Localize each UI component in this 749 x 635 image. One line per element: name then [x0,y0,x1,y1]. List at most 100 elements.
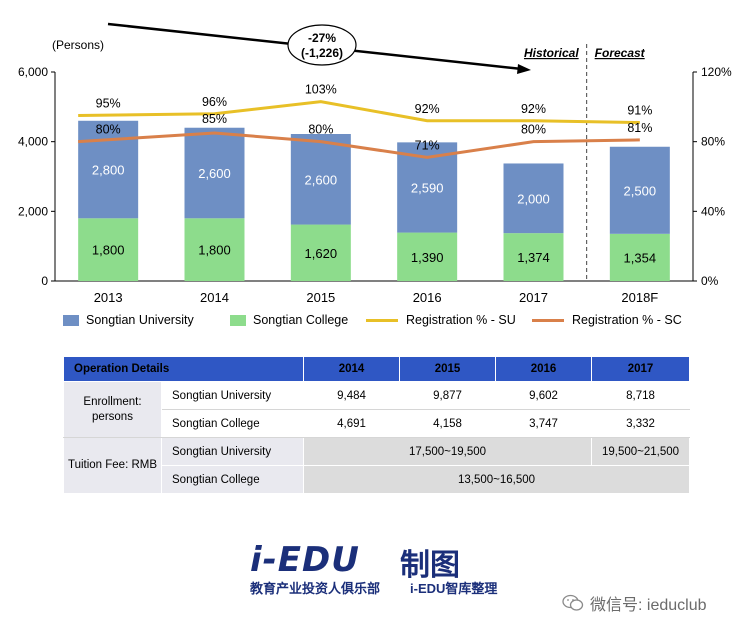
x-tick-label: 2016 [413,290,442,305]
wechat-icon [562,594,584,611]
table-cell: 3,332 [591,409,690,438]
table-header-2016: 2016 [495,356,592,382]
data-label-reg-su: 103% [305,83,337,97]
legend-label-sc: Songtian College [253,313,349,327]
table-row: Songtian College 13,500~16,500 [64,465,690,494]
bar-college [78,218,139,281]
bar-university [503,163,564,234]
bar-label-university: 2,600 [305,172,338,187]
annotation-bubble [287,24,357,66]
table-header-2015: 2015 [399,356,496,382]
table-header-2014: 2014 [303,356,400,382]
y-tick-label-left: 6,000 [18,65,48,79]
table-cell: 9,602 [495,381,592,410]
bar-university [184,127,245,219]
y-tick-label-left: 2,000 [18,204,48,218]
row-name: Songtian University [161,381,304,410]
y-unit-label: (Persons) [52,38,104,52]
y-tick-label-right: 120% [701,65,732,79]
enrollment-label: Enrollment: persons [63,381,162,438]
bar-label-college: 1,390 [411,250,444,265]
table-header-operation-details: Operation Details [63,356,304,382]
legend-swatch-su [63,314,79,326]
enrollment-label-line1: Enrollment: [83,395,142,408]
table-row: Tuition Fee: RMB Songtian University 17,… [63,437,690,494]
x-tick-label: 2013 [94,290,123,305]
legend-label-su: Songtian University [86,313,194,327]
bar-college [290,224,351,281]
bar-label-university: 2,590 [411,180,444,195]
bar-college [184,218,245,281]
logo-brand-cn: 制图 [400,548,460,583]
bar-label-college: 1,800 [92,243,125,258]
logo-subtitle-right: i-EDU智库整理 [410,581,498,596]
legend-item-reg-su: Registration % - SU [366,313,516,327]
legend-item-su: Songtian University [63,313,194,327]
label-forecast: Forecast [595,46,646,60]
legend-label-reg-sc: Registration % - SC [572,313,682,327]
data-label-reg-sc: 85% [202,112,227,126]
data-label-reg-sc: 80% [521,123,546,137]
table-cell: 3,747 [495,409,592,438]
chart: 0 2,000 4,000 6,000 0% 40% 80% 120% (Persons) 1,8… [18,22,732,305]
logo-subtitle-left: 教育产业投资人俱乐部 [250,581,381,596]
x-tick-label: 2017 [519,290,548,305]
enrollment-label-line2: persons [92,410,133,423]
table-cell: 9,877 [399,381,496,410]
table-cell: 19,500~21,500 [591,437,690,466]
annotation-line2: (-1,226) [301,46,343,60]
legend-item-sc: Songtian College [230,313,348,327]
y-tick-label-right: 80% [701,135,725,149]
table-cell: 13,500~16,500 [303,465,690,494]
data-label-reg-su: 96% [202,95,227,109]
bar-label-university: 2,800 [92,163,125,178]
i-edu-logo: i-EDU 制图 教育产业投资人俱乐部 i-EDU智库整理 [250,540,520,596]
y-tick-label-left: 0 [41,274,48,288]
bar-college [609,233,670,281]
y-tick-label-right: 40% [701,204,725,218]
bar-label-university: 2,600 [198,166,231,181]
bar-label-college: 1,620 [305,246,338,261]
tuition-label: Tuition Fee: RMB [63,437,162,494]
table-header-row: Operation Details 2014 2015 2016 2017 [63,356,690,382]
x-tick-label: 2014 [200,290,229,305]
y-tick-label-left: 4,000 [18,135,48,149]
legend: Songtian University Songtian College Reg… [60,313,740,333]
wechat-id: 微信号: ieduclub [562,591,707,615]
data-label-reg-sc: 81% [627,121,652,135]
legend-label-reg-su: Registration % - SU [406,313,516,327]
data-label-reg-sc: 80% [308,123,333,137]
bar-university [609,146,670,234]
operation-details-table: Operation Details 2014 2015 2016 2017 En… [63,356,690,494]
row-name: Songtian College [161,465,304,494]
row-name: Songtian College [161,409,304,438]
bar-college [503,233,564,281]
logo-brand: i-EDU [250,540,360,580]
label-historical: Historical [524,46,579,60]
line-registration-su [78,100,640,125]
bar-label-college: 1,354 [624,250,657,265]
annotation-line1: -27% [308,31,336,45]
table-cell: 4,158 [399,409,496,438]
y-tick-label-right: 0% [701,274,719,288]
x-tick-label: 2015 [306,290,335,305]
table-cell: 4,691 [303,409,400,438]
data-label-reg-sc: 80% [96,123,121,137]
legend-swatch-reg-sc [532,318,564,322]
row-name: Songtian University [161,437,304,466]
table-cell: 8,718 [591,381,690,410]
line-registration-sc [78,131,640,159]
data-label-reg-sc: 71% [415,138,440,152]
bar-label-university: 2,000 [517,191,550,206]
bar-label-college: 1,374 [517,250,550,265]
trend-arrow-head [517,64,531,74]
x-tick-label: 2018F [621,290,658,305]
data-label-reg-su: 92% [415,102,440,116]
bar-label-college: 1,800 [198,243,231,258]
legend-item-reg-sc: Registration % - SC [532,313,682,327]
data-label-reg-su: 92% [521,102,546,116]
legend-swatch-sc [230,314,246,326]
legend-swatch-reg-su [366,318,398,322]
table-cell: 9,484 [303,381,400,410]
table-header-2017: 2017 [591,356,690,382]
